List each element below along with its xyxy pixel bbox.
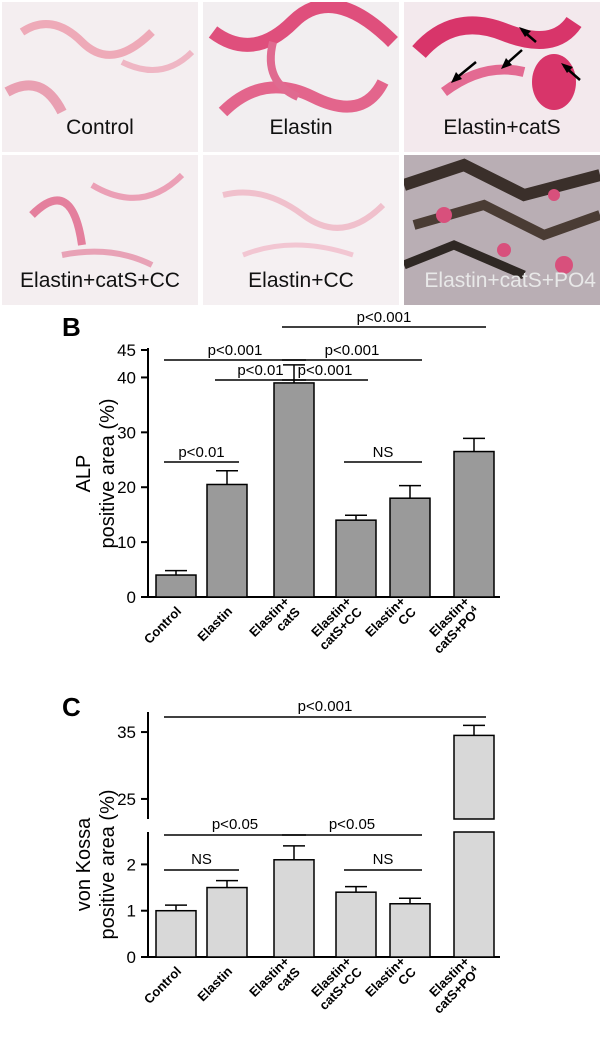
b-y-tick-label: 0 — [127, 588, 136, 607]
c-bar — [206, 886, 248, 958]
c-significance-label: NS — [373, 851, 394, 868]
c-y-tick-label: 1 — [127, 902, 136, 921]
b-significance-label: p<0.001 — [208, 342, 263, 359]
c-bar-lower-segment — [453, 831, 495, 958]
b-y-axis-label-line: positive area (%) — [97, 398, 119, 548]
b-y-tick-label: 10 — [117, 533, 136, 552]
c-significance-label: NS — [191, 851, 212, 868]
b-category-label: Control — [141, 604, 184, 647]
b-y-tick-label: 20 — [117, 478, 136, 497]
c-significance-label: p<0.05 — [329, 816, 375, 833]
subscript: 4 — [468, 964, 479, 975]
b-category-label: Elastin+CC — [362, 593, 419, 650]
c-y-tick-label: 25 — [117, 790, 136, 809]
micrograph-elastin-cats-po4-image — [404, 155, 600, 305]
b-category-label: Elastin+catS+PO4 — [420, 593, 483, 656]
micrograph-elastin-image — [203, 2, 399, 152]
micrograph-elastin-cats-cc-image — [2, 155, 198, 305]
micrograph-elastin-cats: Elastin+catS — [404, 2, 600, 152]
c-category-label-line: Elastin — [194, 963, 235, 1004]
subscript: 4 — [468, 604, 479, 615]
b-significance-label: p<0.001 — [357, 309, 412, 326]
b-bar — [453, 450, 495, 598]
micrograph-label: Elastin+catS+CC — [20, 269, 180, 292]
c-y-axis-label: von Kossa positive area (%) — [73, 789, 119, 939]
b-category-label-line: Control — [141, 604, 184, 647]
b-significance-label: p<0.01 — [178, 444, 224, 461]
b-y-tick-label: 45 — [117, 341, 136, 360]
c-bar — [389, 903, 431, 958]
c-category-label: Elastin+catS — [246, 953, 303, 1010]
b-category-label-line: Elastin — [194, 603, 235, 644]
b-y-axis-label: ALP positive area (%) — [73, 398, 119, 548]
c-category-label-line: Control — [141, 964, 184, 1007]
micrograph-label: Elastin+catS — [443, 116, 561, 139]
b-y-tick-label: 40 — [117, 368, 136, 387]
c-significance-label: p<0.05 — [212, 816, 258, 833]
micrograph-control: Control — [2, 2, 198, 152]
c-bar — [273, 859, 315, 958]
c-bar — [155, 909, 197, 958]
c-category-label: Elastin+catS+PO4 — [420, 953, 483, 1016]
b-y-axis-label-line: ALP — [73, 455, 95, 493]
micrograph-label: Elastin+CC — [248, 269, 354, 292]
b-y-tick-label: 30 — [117, 423, 136, 442]
b-bar — [273, 382, 315, 598]
micrograph-elastin-cats-image — [404, 2, 600, 152]
micrograph-elastin-cats-cc: Elastin+catS+CC — [2, 155, 198, 305]
b-category-label: Elastin+catS — [246, 593, 303, 650]
micrograph-elastin-cats-po4: Elastin+catS+PO4 — [404, 155, 600, 305]
c-bar — [453, 734, 495, 820]
b-bar — [335, 519, 377, 598]
c-bar — [335, 891, 377, 958]
c-y-axis-label-line: positive area (%) — [97, 789, 119, 939]
c-significance-label: p<0.001 — [298, 698, 353, 715]
micrograph-elastin-cc: Elastin+CC — [203, 155, 399, 305]
micrograph-label: Elastin — [269, 116, 333, 139]
micrograph-label: Control — [66, 116, 134, 139]
b-significance-label: p<0.01 — [237, 362, 283, 379]
b-significance-label: p<0.001 — [325, 342, 380, 359]
b-category-label: Elastin — [194, 603, 235, 644]
panel-c-letter: C — [62, 692, 81, 722]
b-significance-label: p<0.001 — [298, 362, 353, 379]
micrograph-grid: Control Elastin Elastin+catS — [0, 0, 601, 305]
b-category-label: Elastin+catS+CC — [306, 593, 366, 653]
b-significance-label: NS — [373, 444, 394, 461]
micrograph-control-image — [2, 2, 198, 152]
micrograph-label: Elastin+catS+PO4 — [424, 269, 596, 292]
c-category-label: Elastin+CC — [362, 953, 419, 1010]
micrograph-elastin: Elastin — [203, 2, 399, 152]
c-category-label: Elastin+catS+CC — [306, 953, 366, 1013]
c-category-label: Elastin — [194, 963, 235, 1004]
micrograph-elastin-cc-image — [203, 155, 399, 305]
c-y-tick-label: 35 — [117, 723, 136, 742]
b-bar — [206, 483, 248, 598]
c-y-axis-label-line: von Kossa — [73, 817, 95, 911]
c-category-label: Control — [141, 964, 184, 1007]
c-y-tick-label: 2 — [127, 855, 136, 874]
b-bar — [389, 497, 431, 598]
panel-b-letter: B — [62, 312, 81, 342]
c-y-tick-label: 0 — [127, 948, 136, 967]
b-bar — [155, 574, 197, 598]
